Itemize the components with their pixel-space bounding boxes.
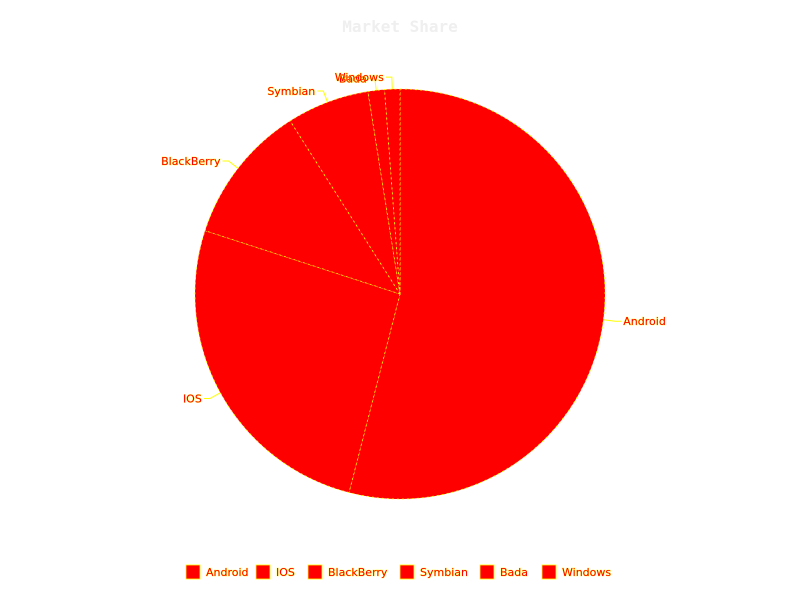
pie-label-blackberry: BlackBerry [161,155,221,168]
legend-label-blackberry: BlackBerry [328,566,388,579]
pie-slices [194,88,606,500]
legend-swatch-symbian [399,564,415,580]
pie-slice-windows [384,88,401,295]
pie-leader-bada [368,77,377,91]
pie-label-android: Android [623,315,666,328]
legend: Android IOS BlackBerry Symbian Bada Windows [185,564,612,580]
pie-leader-symbian [317,90,329,103]
pie-label-bada: Bada [339,72,367,85]
pie-slice-android [348,88,606,500]
pie-slice-symbian [289,91,401,295]
chart-title: Market Share [342,17,458,36]
legend-label-windows: Windows [562,566,611,579]
legend-label-symbian: Symbian [420,566,468,579]
legend-label-android: Android [206,566,249,579]
pie-leader-windows [385,76,393,90]
legend-label-bada: Bada [500,566,528,579]
pie-leader-ios [203,392,221,400]
legend-swatch-blackberry [307,564,323,580]
legend-swatch-bada [479,564,495,580]
pie-slice-ios [194,230,401,494]
pie-label-ios: IOS [183,393,202,406]
legend-swatch-ios [255,564,271,580]
pie-slice-blackberry [204,120,401,295]
pie-slice-bada [367,89,401,295]
legend-label-ios: IOS [276,566,295,579]
pie-leader-blackberry [222,160,239,169]
pie-label-symbian: Symbian [267,85,315,98]
pie-leader-android [603,319,622,322]
legend-swatch-android [185,564,201,580]
legend-swatch-windows [541,564,557,580]
pie-label-windows: Windows [335,71,384,84]
